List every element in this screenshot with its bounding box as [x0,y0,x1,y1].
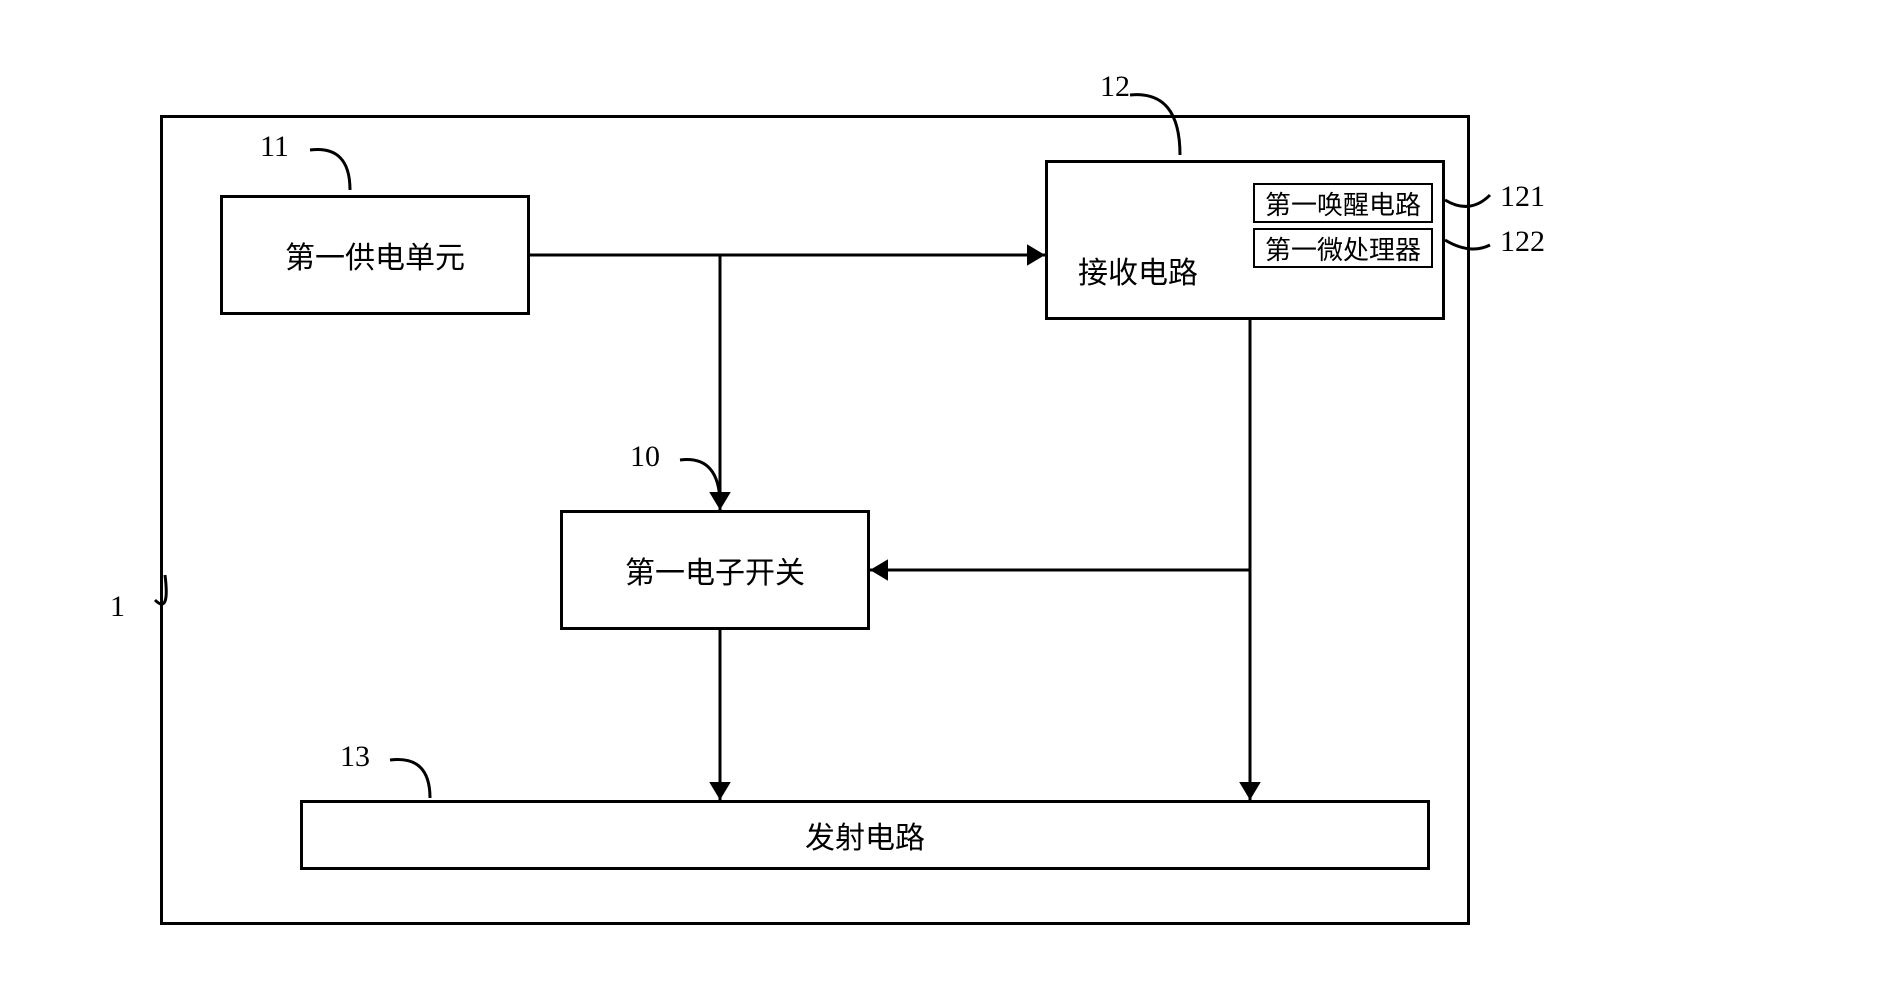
switch-block: 第一电子开关 [560,510,870,630]
ref-122: 122 [1500,225,1545,259]
recv-circuit-block: 接收电路 第一唤醒电路 第一微处理器 [1045,160,1445,320]
ref-13: 13 [340,740,370,774]
ref-1: 1 [110,590,125,624]
wake-circuit-label: 第一唤醒电路 [1265,185,1421,222]
ref-121: 121 [1500,180,1545,214]
power-unit-block: 第一供电单元 [220,195,530,315]
switch-label: 第一电子开关 [625,548,805,592]
ref-12: 12 [1100,70,1130,104]
recv-circuit-label: 接收电路 [1078,248,1198,292]
mpu-block: 第一微处理器 [1253,228,1433,268]
tx-circuit-block: 发射电路 [300,800,1430,870]
ref-10: 10 [630,440,660,474]
tx-circuit-label: 发射电路 [805,813,925,857]
wake-circuit-block: 第一唤醒电路 [1253,183,1433,223]
mpu-label: 第一微处理器 [1265,230,1421,267]
diagram-canvas: 第一供电单元 接收电路 第一唤醒电路 第一微处理器 第一电子开关 发射电路 1 … [20,20,1894,978]
power-unit-label: 第一供电单元 [285,233,465,277]
ref-11: 11 [260,130,289,164]
